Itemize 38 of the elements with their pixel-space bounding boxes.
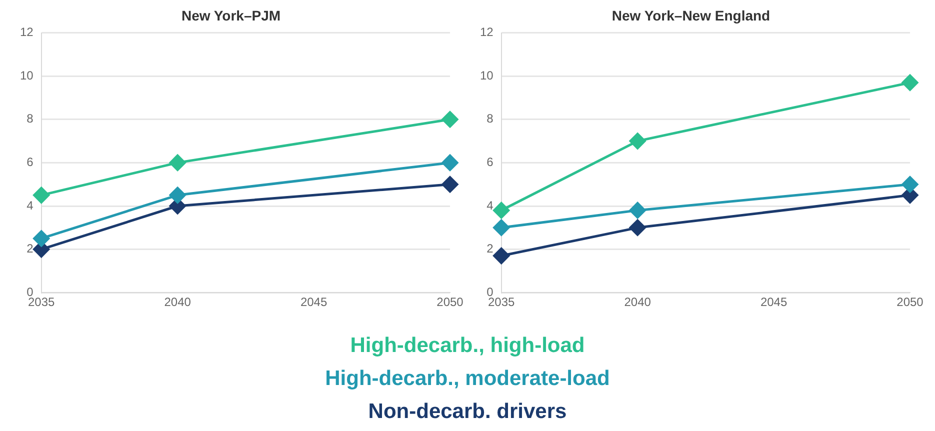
x-tick-label: 2040 <box>164 295 192 310</box>
point <box>629 219 646 236</box>
y-tick-label: 10 <box>20 68 34 82</box>
point <box>902 74 918 91</box>
point <box>493 202 510 219</box>
y-tick-label: 8 <box>486 112 494 126</box>
y-tick-label: 4 <box>486 198 494 212</box>
chart-title: New York–New England <box>612 7 770 24</box>
x-tick-label: 2045 <box>300 295 328 310</box>
point <box>902 176 918 193</box>
y-tick-label: 6 <box>486 155 494 170</box>
point <box>442 111 458 128</box>
point <box>33 186 50 204</box>
x-tick-label: 2045 <box>760 295 788 310</box>
x-tick-label: 2040 <box>624 295 652 310</box>
point <box>629 132 646 150</box>
point <box>169 154 186 171</box>
point <box>442 154 458 171</box>
point <box>629 202 646 219</box>
text: Non-decarb. drivers <box>367 399 568 425</box>
y-tick-label: 8 <box>26 112 34 126</box>
y-tick-label: 12 <box>20 25 34 40</box>
y-tick-label: 4 <box>26 198 34 212</box>
point <box>33 230 50 247</box>
point <box>493 219 510 236</box>
point <box>442 176 458 193</box>
text: High-decarb., high-load <box>349 333 586 359</box>
y-tick-label: 10 <box>480 68 494 82</box>
y-tick-label: 2 <box>26 242 34 256</box>
point <box>169 186 186 204</box>
point <box>493 248 510 264</box>
y-tick-label: 6 <box>26 155 34 170</box>
x-tick-label: 2050 <box>896 295 924 310</box>
chart-title: New York–PJM <box>181 7 281 24</box>
x-tick-label: 2050 <box>436 295 464 310</box>
y-tick-label: 2 <box>486 242 494 256</box>
text: High-decarb., moderate-load <box>324 366 611 392</box>
y-tick-label: 12 <box>480 25 494 40</box>
